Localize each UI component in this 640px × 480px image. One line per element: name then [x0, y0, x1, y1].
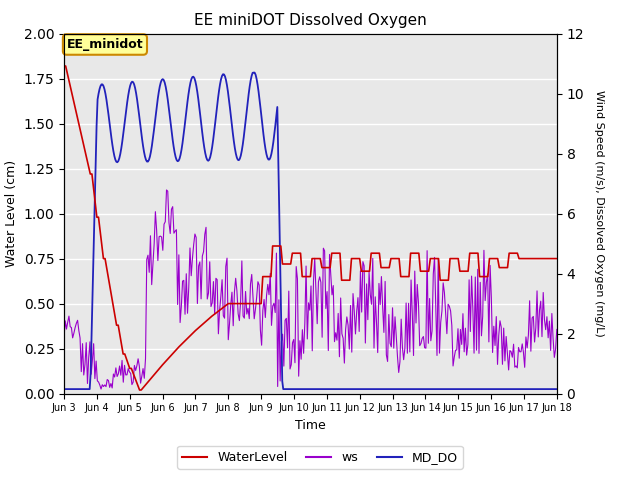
- Y-axis label: Wind Speed (m/s), Dissolved Oxygen (mg/L): Wind Speed (m/s), Dissolved Oxygen (mg/L…: [593, 90, 604, 337]
- X-axis label: Time: Time: [295, 419, 326, 432]
- Text: EE_minidot: EE_minidot: [67, 38, 143, 51]
- Y-axis label: Water Level (cm): Water Level (cm): [5, 160, 18, 267]
- Title: EE miniDOT Dissolved Oxygen: EE miniDOT Dissolved Oxygen: [194, 13, 427, 28]
- Legend: WaterLevel, ws, MD_DO: WaterLevel, ws, MD_DO: [177, 446, 463, 469]
